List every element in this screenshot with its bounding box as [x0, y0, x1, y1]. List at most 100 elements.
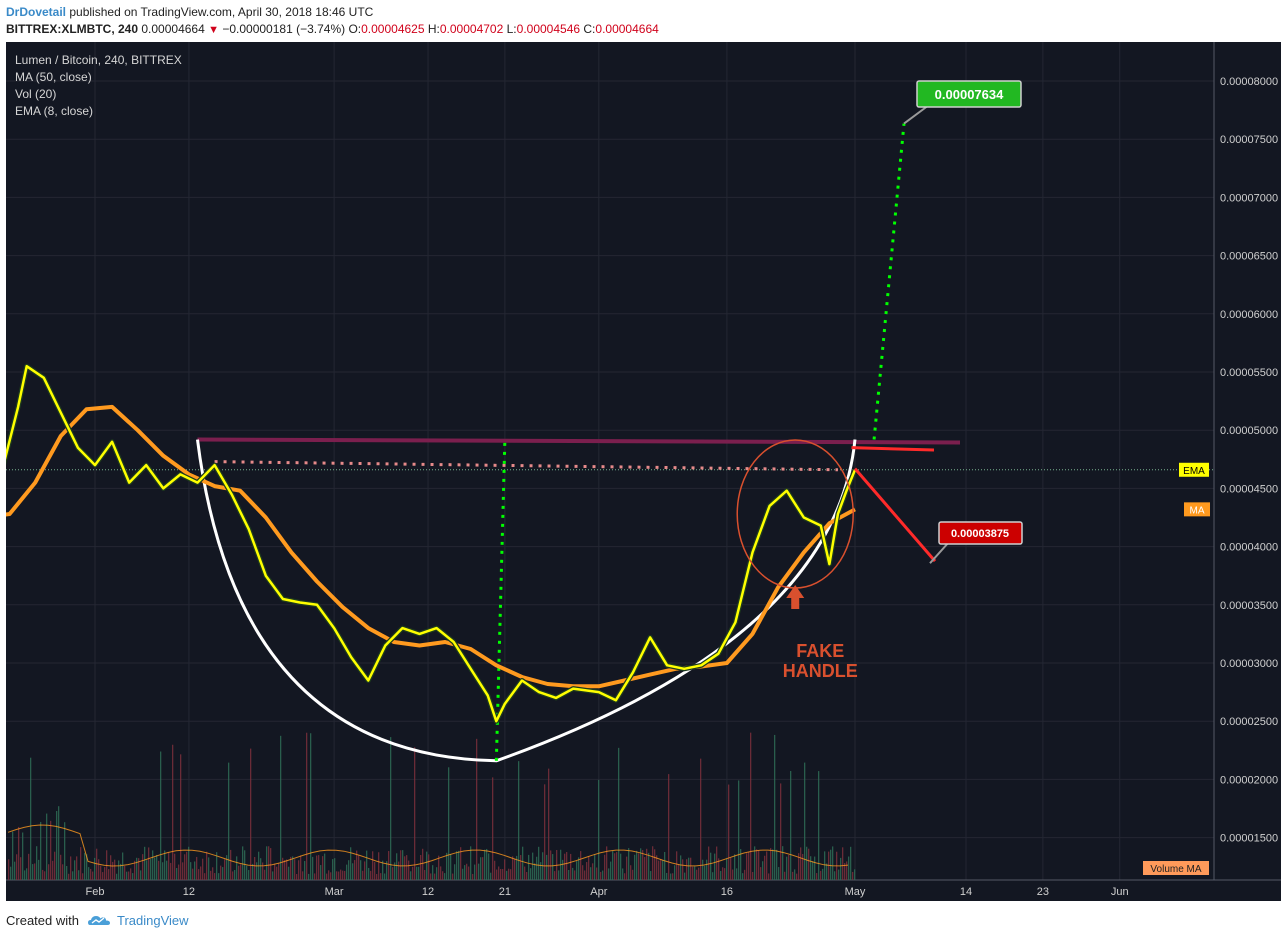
volume-bar [48, 864, 50, 880]
y-tick-label: 0.00001500 [1220, 833, 1278, 845]
volume-bar [410, 871, 412, 880]
stop-callout-line [929, 541, 950, 564]
volume-bar [648, 852, 650, 880]
volume-bar [510, 869, 512, 880]
x-tick-label: Apr [590, 886, 607, 898]
volume-bar [830, 849, 832, 880]
volume-bar [492, 777, 494, 880]
volume-bar [132, 873, 134, 880]
volume-bar [238, 865, 240, 880]
legend-ema[interactable]: EMA (8, close) [15, 104, 94, 118]
volume-bar [642, 850, 644, 880]
volume-bar [272, 871, 274, 880]
volume-bar [428, 854, 430, 880]
x-tick-label: 16 [721, 886, 733, 898]
volume-bar [220, 865, 222, 880]
volume-bar [196, 856, 198, 880]
legend-vol[interactable]: Vol (20) [15, 87, 57, 101]
volume-ma-axis-tag-text: Volume MA [1150, 864, 1201, 875]
volume-bar [550, 850, 552, 880]
target-label-text: 0.00007634 [935, 87, 1004, 102]
volume-bar [710, 852, 712, 880]
volume-bar [614, 853, 616, 880]
volume-bar [212, 867, 214, 880]
volume-bar [514, 858, 516, 880]
volume-bar [364, 861, 366, 880]
y-tick-label: 0.00006000 [1220, 309, 1278, 321]
ema-axis-tag [1179, 462, 1209, 477]
y-tick-label: 0.00007500 [1220, 134, 1278, 146]
volume-bar [668, 774, 670, 880]
volume-bar [10, 866, 12, 880]
ma-axis-tag [1184, 502, 1210, 517]
volume-bar [708, 846, 710, 880]
volume-bar [466, 863, 468, 880]
up-arrow-icon [786, 585, 805, 609]
volume-bar [806, 846, 808, 880]
volume-bar [90, 868, 92, 880]
volume-bar [418, 866, 420, 880]
volume-bar [600, 871, 602, 880]
volume-bar [282, 857, 284, 880]
volume-bar [152, 850, 154, 880]
volume-bar [754, 846, 756, 880]
volume-bar [260, 858, 262, 880]
price-chart[interactable]: 0.00008000 0.00007500 0.00007000 0.00006500… [6, 42, 1281, 901]
open-value: 0.00004625 [361, 22, 425, 36]
volume-bar [328, 870, 330, 880]
volume-bar [436, 867, 438, 880]
legend-ma[interactable]: MA (50, close) [15, 70, 92, 84]
chart-area[interactable]: 0.00008000 0.00007500 0.00007000 0.00006500… [6, 42, 1281, 901]
volume-bar [576, 861, 578, 880]
volume-bar [592, 863, 594, 880]
tradingview-link[interactable]: TradingView [117, 913, 189, 928]
volume-bar [190, 862, 192, 880]
volume-bar [500, 869, 502, 880]
volume-bar [26, 868, 28, 880]
volume-bar [704, 865, 706, 880]
volume-bar [794, 869, 796, 880]
high-value: 0.00004702 [439, 22, 504, 36]
volume-bar [162, 862, 164, 880]
volume-bar [98, 859, 100, 880]
volume-bar [102, 872, 104, 880]
volume-bar [626, 856, 628, 880]
volume-bar [584, 870, 586, 880]
volume-bar [448, 767, 450, 880]
volume-bar [768, 873, 770, 880]
volume-bar [540, 862, 542, 880]
volume-bar [174, 853, 176, 880]
volume-bar [848, 856, 850, 880]
publish-info: published on TradingView.com, April 30, … [66, 5, 374, 19]
author-link[interactable]: DrDovetail [6, 5, 67, 19]
tradingview-logo-icon[interactable] [87, 912, 111, 928]
volume-bar [490, 872, 492, 880]
volume-bar [194, 861, 196, 880]
volume-bar [816, 873, 818, 880]
volume-bar [116, 873, 118, 880]
volume-bar [240, 864, 242, 880]
volume-bar [770, 848, 772, 880]
volume-bar [18, 826, 20, 880]
volume-bar [812, 861, 814, 880]
volume-bar [222, 867, 224, 880]
volume-bar [844, 863, 846, 880]
y-tick-label: 0.00003000 [1220, 658, 1278, 670]
volume-bar [748, 851, 750, 880]
volume-bar [204, 873, 206, 880]
volume-bar [78, 870, 80, 880]
volume-bar [640, 848, 642, 880]
cup-curve [195, 439, 857, 763]
volume-bar [670, 873, 672, 880]
volume-bar [416, 866, 418, 880]
volume-bar [700, 758, 702, 880]
volume-ma-axis-tag [1143, 861, 1209, 875]
close-label: C: [583, 22, 596, 36]
volume-bar [548, 768, 550, 880]
volume-bar [350, 847, 352, 880]
y-tick-label: 0.00002000 [1220, 774, 1278, 786]
volume-bar [160, 751, 162, 880]
volume-bar [380, 873, 382, 880]
volume-bar [68, 873, 70, 880]
volume-bar [622, 868, 624, 880]
